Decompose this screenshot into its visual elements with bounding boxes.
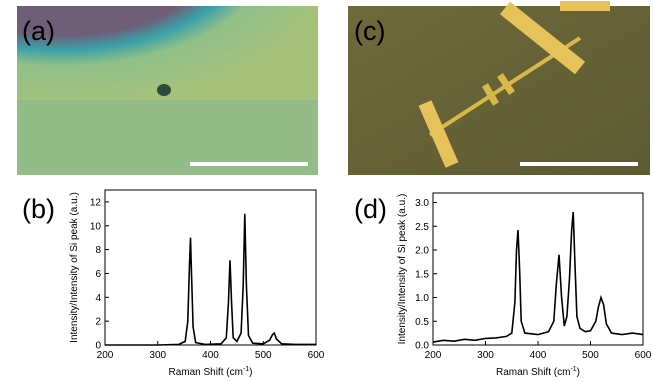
image-a (17, 6, 318, 175)
y-tick-label: 2.0 (415, 246, 429, 257)
panel-label: (a) (22, 16, 55, 46)
x-axis-label-end: ) (577, 367, 580, 378)
plot-frame (104, 189, 317, 346)
y-tick-label: 2 (95, 317, 101, 328)
x-tick-label: 200 (97, 350, 114, 361)
x-axis-label: Raman Shift (cm-1) (168, 366, 252, 378)
y-tick-label: 0.5 (415, 317, 429, 328)
x-axis-label: Raman Shift (cm-1) (496, 366, 580, 378)
y-tick-label: 4 (95, 293, 101, 304)
plot-frame (432, 192, 644, 346)
x-axis-label-end: ) (249, 367, 252, 378)
y-tick-label: 1.5 (415, 269, 429, 280)
x-tick-label: 500 (255, 350, 272, 361)
x-axis-label-sup: -1 (243, 366, 249, 373)
y-tick-label: 2.5 (415, 222, 429, 233)
y-tick-label: 0 (95, 341, 101, 352)
y-tick-label: 10 (90, 221, 102, 232)
x-tick-label: 300 (149, 350, 166, 361)
y-tick-label: 3.0 (415, 198, 429, 209)
x-tick-label: 500 (582, 350, 599, 361)
x-tick-label: 600 (308, 350, 325, 361)
x-axis-label-text: Raman Shift (cm (496, 367, 570, 378)
panel-label: (d) (354, 194, 387, 224)
x-axis-label-sup: -1 (570, 366, 576, 373)
x-tick-label: 300 (477, 350, 494, 361)
y-axis-label: Intensity/Intensity of Si peak (a.u.) (397, 194, 408, 345)
x-tick-label: 400 (530, 350, 547, 361)
spectrum-line (432, 211, 644, 343)
y-tick-label: 0.0 (415, 341, 429, 352)
y-tick-label: 8 (95, 245, 101, 256)
x-axis-label-text: Raman Shift (cm (168, 367, 242, 378)
panel-label: (c) (354, 16, 385, 46)
image-c (348, 1, 650, 175)
y-tick-label: 1.0 (415, 293, 429, 304)
y-tick-label: 12 (90, 197, 102, 208)
y-axis-label: Intensity/Intensity of Si peak (a.u.) (69, 192, 80, 343)
spectrum-line (105, 213, 316, 346)
panel-label: (b) (22, 194, 55, 224)
y-tick-label: 6 (95, 269, 101, 280)
x-tick-label: 600 (635, 350, 652, 361)
x-tick-label: 200 (425, 350, 442, 361)
x-tick-label: 400 (202, 350, 219, 361)
